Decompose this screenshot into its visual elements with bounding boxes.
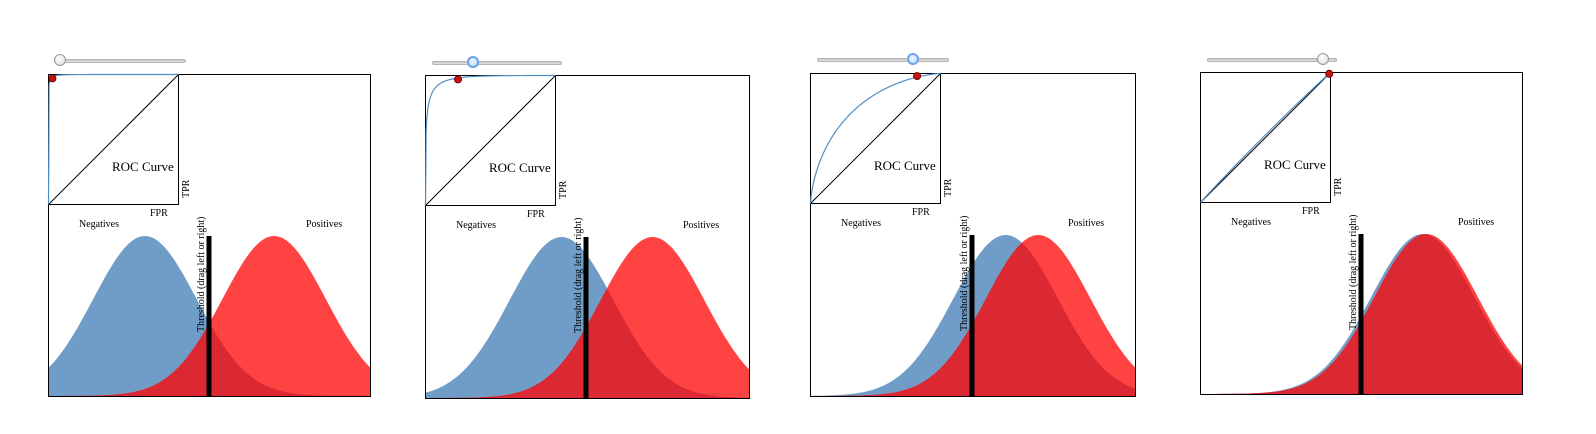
- threshold-handle[interactable]: [206, 236, 212, 396]
- slider-track[interactable]: [432, 61, 562, 65]
- threshold-handle[interactable]: [583, 237, 589, 398]
- overlap-region: [810, 242, 1136, 396]
- roc-inset: ROC Curve FPR TPR: [47, 73, 192, 219]
- positives-label: Positives: [306, 219, 342, 230]
- separation-slider[interactable]: [432, 55, 562, 71]
- threshold-handle[interactable]: [1358, 234, 1364, 394]
- operating-point: [913, 72, 922, 81]
- panel-frame: [48, 74, 371, 397]
- tpr-axis-label: TPR: [943, 178, 954, 197]
- slider-knob[interactable]: [1316, 53, 1329, 65]
- slider-knob[interactable]: [467, 56, 480, 68]
- fpr-axis-label: FPR: [150, 208, 168, 219]
- roc-curve-label: ROC Curve: [489, 160, 551, 175]
- roc-diagonal: [1200, 72, 1331, 203]
- threshold-label: Threshold (drag left or right): [1348, 214, 1359, 330]
- roc-curve-label: ROC Curve: [874, 158, 936, 173]
- threshold-label: Threshold (drag left or right): [959, 215, 970, 331]
- separation-slider[interactable]: [817, 52, 949, 68]
- fpr-axis-label: FPR: [527, 209, 545, 220]
- negatives-label: Negatives: [1231, 217, 1271, 228]
- separation-slider[interactable]: [1207, 52, 1337, 68]
- threshold-label: Threshold (drag left or right): [196, 216, 207, 332]
- slider-knob[interactable]: [907, 53, 919, 65]
- slider-knob[interactable]: [54, 54, 66, 66]
- overlap-region: [1200, 234, 1523, 394]
- negatives-distribution: [48, 236, 371, 396]
- roc-curve: [424, 74, 556, 206]
- roc-diagonal: [425, 75, 556, 206]
- roc-diagonal: [810, 73, 941, 204]
- roc-curve: [47, 73, 179, 205]
- roc-inset: ROC Curve FPR TPR: [1200, 69, 1344, 217]
- roc-panel-1: ROC Curve FPR TPR Negatives Positives Thresho…: [47, 73, 371, 397]
- tpr-axis-label: TPR: [181, 179, 192, 198]
- positives-distribution: [48, 236, 371, 396]
- fpr-axis-label: FPR: [912, 207, 930, 218]
- slider-track[interactable]: [54, 59, 186, 63]
- threshold-handle[interactable]: [969, 235, 975, 396]
- tpr-axis-label: TPR: [1333, 177, 1344, 196]
- negatives-label: Negatives: [79, 219, 119, 230]
- fpr-axis-label: FPR: [1302, 206, 1320, 217]
- positives-distribution: [425, 237, 750, 398]
- positives-label: Positives: [1458, 217, 1494, 228]
- negatives-label: Negatives: [456, 220, 496, 231]
- panel-frame: [425, 75, 750, 399]
- tpr-axis-label: TPR: [558, 180, 569, 199]
- operating-point: [1325, 69, 1334, 78]
- operating-point: [48, 74, 57, 83]
- roc-panel-4: ROC Curve FPR TPR Negatives Positives Thresho…: [1200, 69, 1523, 395]
- roc-curve-label: ROC Curve: [1264, 157, 1326, 172]
- threshold-label: Threshold (drag left or right): [573, 217, 584, 333]
- roc-panel-3: ROC Curve FPR TPR Negatives Positives Thresho…: [809, 72, 1136, 397]
- operating-point: [453, 75, 462, 84]
- separation-slider[interactable]: [54, 53, 186, 69]
- positives-label: Positives: [683, 220, 719, 231]
- panel-frame: [810, 73, 1136, 397]
- roc-curve-label: ROC Curve: [112, 159, 174, 174]
- slider-track[interactable]: [1207, 58, 1337, 62]
- roc-panel-2: ROC Curve FPR TPR Negatives Positives Thresho…: [424, 74, 750, 399]
- positives-label: Positives: [1068, 218, 1104, 229]
- roc-inset: ROC Curve FPR TPR: [424, 74, 569, 220]
- roc-curve: [1200, 72, 1331, 203]
- roc-diagonal: [48, 74, 179, 205]
- panel-frame: [1200, 72, 1523, 395]
- roc-inset: ROC Curve FPR TPR: [809, 72, 954, 218]
- negatives-label: Negatives: [841, 218, 881, 229]
- slider-track[interactable]: [817, 58, 949, 62]
